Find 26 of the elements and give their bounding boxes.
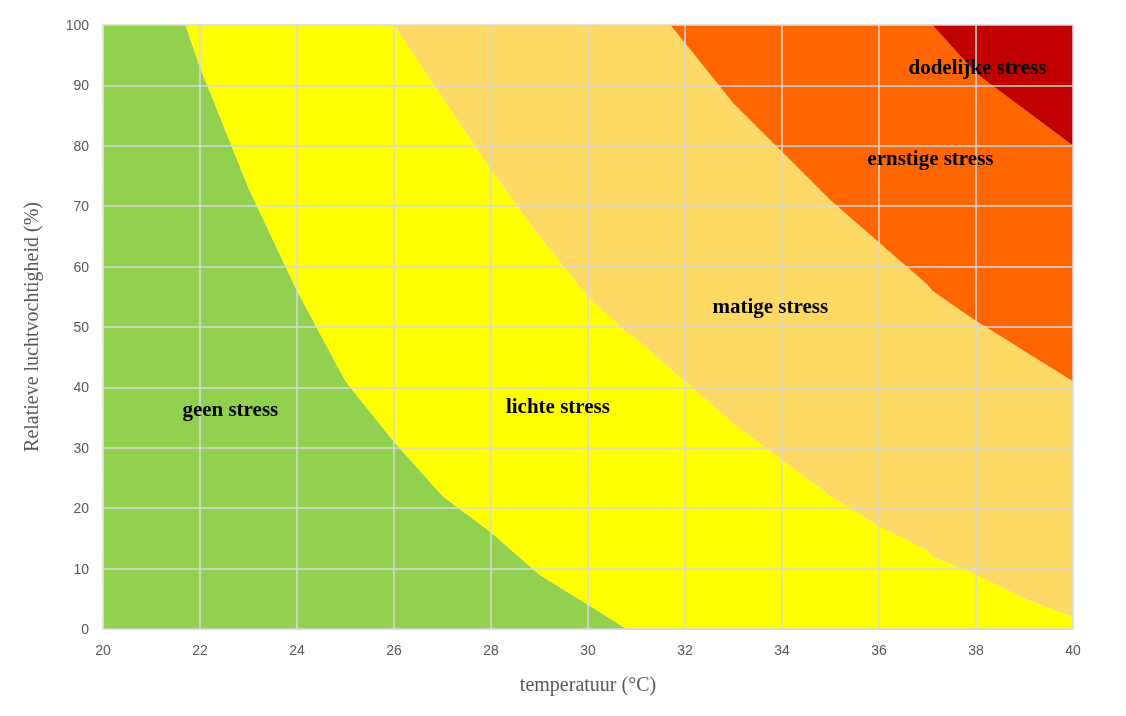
y-tick-label: 90 (73, 77, 90, 94)
x-tick-label: 24 (289, 642, 305, 658)
x-axis-title: temperatuur (°C) (519, 673, 657, 696)
series-label: matige stress (712, 293, 829, 318)
x-tick-label: 38 (968, 642, 984, 658)
x-tick-label: 36 (871, 642, 887, 658)
y-tick-label: 0 (81, 621, 90, 637)
series-label: geen stress (182, 396, 279, 421)
x-tick-label: 20 (95, 642, 111, 658)
x-tick-label: 28 (483, 642, 499, 658)
y-axis-title: Relatieve luchtvochtigheid (%) (20, 202, 43, 452)
x-tick-label: 32 (677, 642, 693, 658)
y-tick-label: 50 (73, 319, 90, 335)
x-tick-label: 40 (1065, 642, 1081, 658)
x-tick-label: 26 (386, 642, 402, 658)
y-tick-label: 40 (73, 379, 90, 396)
y-tick-label: 80 (73, 137, 90, 154)
x-tick-label: 22 (192, 642, 208, 658)
y-tick-label: 30 (73, 439, 90, 456)
y-tick-label: 70 (73, 198, 90, 215)
y-tick-label: 10 (73, 560, 90, 577)
y-tick-label: 60 (73, 258, 90, 275)
x-tick-label: 30 (580, 642, 596, 658)
x-tick-label: 34 (774, 642, 790, 658)
y-tick-label: 100 (65, 17, 90, 33)
y-tick-label: 20 (73, 500, 90, 517)
